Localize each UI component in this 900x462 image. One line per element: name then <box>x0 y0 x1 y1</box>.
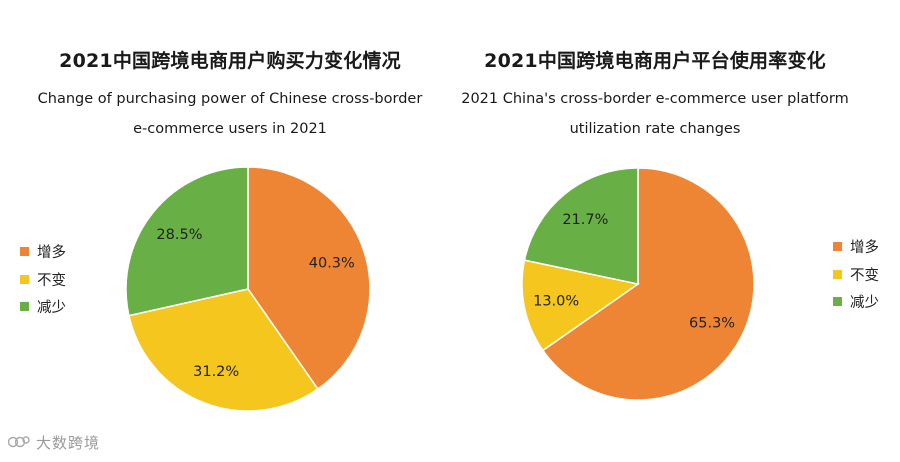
legend-item: 不变 <box>20 266 66 294</box>
pie-chart: 40.3% 31.2% 28.5% <box>125 166 371 412</box>
legend-swatch <box>833 269 842 279</box>
watermark: 大数跨境 <box>8 432 100 453</box>
slice-data-label: 31.2% <box>193 364 239 380</box>
legend-swatch <box>20 302 29 312</box>
pie-chart: 65.3% 13.0% 21.7% <box>521 167 755 401</box>
chart-title: 2021中国跨境电商用户平台使用率变化 <box>484 50 826 72</box>
legend-swatch <box>20 274 29 284</box>
legend-item: 减少 <box>833 288 879 316</box>
legend-label: 增多 <box>850 240 879 257</box>
watermark-text: 大数跨境 <box>36 434 101 452</box>
slice-data-label: 40.3% <box>309 256 355 272</box>
chart-subtitle-line: utilization rate changes <box>569 121 741 137</box>
legend-swatch <box>20 247 29 257</box>
chart-title: 2021中国跨境电商用户购买力变化情况 <box>59 50 401 72</box>
pie-slice-0 <box>541 167 755 401</box>
slice-data-label: 21.7% <box>562 212 608 228</box>
pie-slice-2 <box>523 167 639 285</box>
watermark-logo-icon <box>8 436 30 448</box>
slice-data-label: 13.0% <box>533 294 579 310</box>
slice-data-label: 65.3% <box>689 316 735 332</box>
chart-subtitle: 2021 China's cross-border e-commerce use… <box>430 84 880 144</box>
legend-item: 增多 <box>833 233 879 261</box>
legend-item: 不变 <box>833 261 879 289</box>
chart-subtitle-line: e-commerce users in 2021 <box>133 121 327 137</box>
chart-legend: 增多 不变 减少 <box>833 233 879 316</box>
chart-panel-platform-usage: 2021中国跨境电商用户平台使用率变化 2021 China's cross-b… <box>450 0 900 462</box>
legend-label: 减少 <box>37 300 66 317</box>
chart-subtitle: Change of purchasing power of Chinese cr… <box>5 84 455 144</box>
pie-slice-1 <box>128 288 319 412</box>
chart-panel-purchasing-power: 2021中国跨境电商用户购买力变化情况 Change of purchasing… <box>20 50 422 412</box>
pie-slice-1 <box>521 259 640 352</box>
legend-label: 不变 <box>37 272 66 289</box>
legend-label: 增多 <box>37 245 66 262</box>
legend-item: 增多 <box>20 238 66 266</box>
chart-subtitle-line: 2021 China's cross-border e-commerce use… <box>461 91 849 107</box>
legend-label: 减少 <box>850 295 879 312</box>
slice-data-label: 28.5% <box>156 227 202 243</box>
legend-label: 不变 <box>850 267 879 284</box>
pie-slice-2 <box>125 166 249 317</box>
legend-swatch <box>833 297 842 307</box>
chart-subtitle-line: Change of purchasing power of Chinese cr… <box>37 91 423 107</box>
legend-swatch <box>833 242 842 252</box>
chart-legend: 增多 不变 减少 <box>20 238 66 321</box>
legend-item: 减少 <box>20 293 66 321</box>
pie-slice-0 <box>247 166 371 391</box>
